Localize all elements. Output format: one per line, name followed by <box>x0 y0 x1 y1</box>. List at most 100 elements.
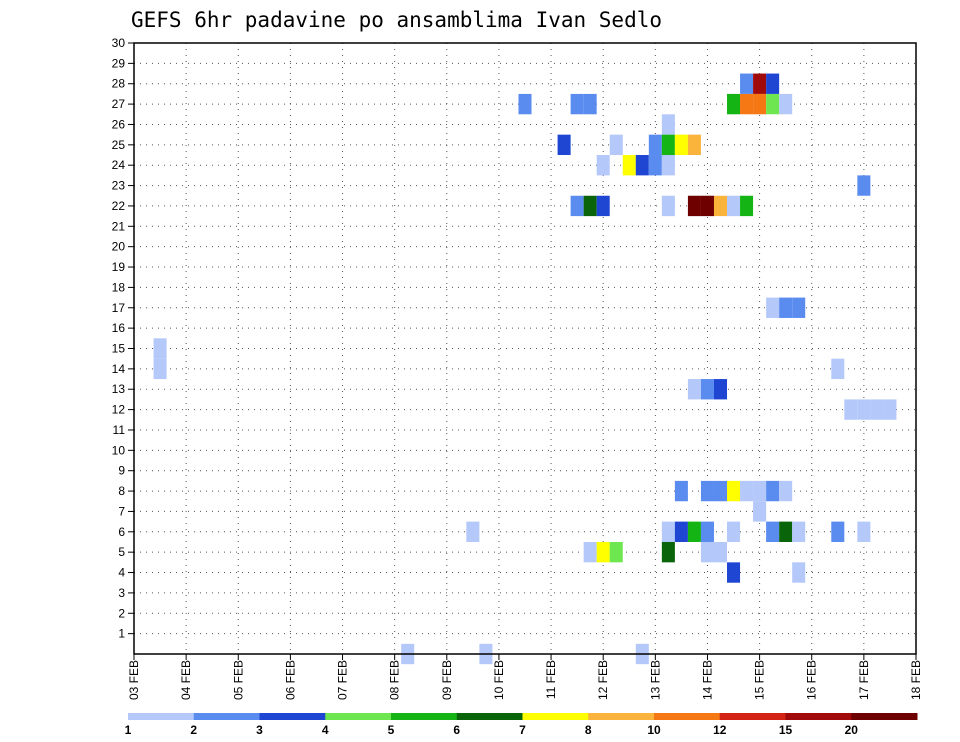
legend-label: 5 <box>388 723 395 737</box>
heatmap-cell <box>727 480 741 502</box>
heatmap-cell <box>766 480 780 502</box>
heatmap-cell <box>674 480 688 502</box>
y-tick-label: 16 <box>112 321 126 335</box>
y-axis: 1234567891011121314151617181920212223242… <box>112 36 134 641</box>
heatmap-cell <box>466 521 480 542</box>
x-tick-label: 03 FEB <box>127 660 141 700</box>
x-tick-label: 04 FEB <box>179 660 193 700</box>
y-tick-label: 26 <box>112 117 126 131</box>
heatmap-cell <box>596 155 610 176</box>
heatmap-cell <box>779 93 793 115</box>
heatmap-cell <box>753 93 767 115</box>
legend-label: 1 <box>125 723 132 737</box>
heatmap-cell <box>635 155 649 176</box>
x-tick-label: 06 FEB <box>283 660 297 700</box>
legend-color-swatch <box>193 713 260 720</box>
x-tick-label: 16 FEB <box>805 660 819 700</box>
legend-color-swatch <box>851 713 918 720</box>
y-tick-label: 7 <box>118 504 125 518</box>
legend-label: 8 <box>585 723 592 737</box>
heatmap-cell <box>661 521 675 542</box>
heatmap-cell <box>687 379 701 400</box>
heatmap-cell <box>727 521 741 542</box>
y-tick-label: 1 <box>118 627 125 641</box>
x-axis: 03 FEB 04 FEB 05 FEB 06 FEB 07 FEB 08 FEB 09 F… <box>127 654 923 700</box>
heatmap-cell <box>153 338 167 359</box>
y-tick-label: 11 <box>113 423 126 437</box>
heatmap-cell <box>700 379 714 400</box>
heatmap-cell <box>740 195 754 217</box>
legend-color-swatch <box>588 713 655 720</box>
heatmap-cell <box>583 195 597 217</box>
legend-label: 20 <box>845 723 859 737</box>
legend-color-swatch <box>654 713 721 720</box>
y-tick-label: 25 <box>112 138 126 152</box>
y-tick-label: 18 <box>112 280 126 294</box>
x-tick-label: 13 FEB <box>648 660 662 700</box>
heatmap-cell <box>674 521 688 542</box>
heatmap-cell <box>870 399 884 420</box>
y-tick-label: 8 <box>118 484 125 498</box>
heatmap-cell <box>713 541 728 563</box>
x-tick-label: 18 FEB <box>909 660 923 700</box>
y-tick-label: 10 <box>112 443 126 457</box>
y-tick-label: 3 <box>118 586 125 600</box>
heatmap-cell <box>883 399 897 420</box>
y-tick-label: 24 <box>112 158 126 172</box>
heatmap-cell <box>831 358 845 380</box>
heatmap-cell <box>648 155 662 176</box>
heatmap-cell <box>661 541 675 563</box>
heatmap-cell <box>661 155 675 176</box>
heatmap-cell <box>792 562 806 583</box>
heatmap-cell <box>779 480 793 502</box>
legend-color-swatch <box>128 713 195 720</box>
heatmap-cell <box>518 93 532 115</box>
heatmap-cell <box>583 93 597 115</box>
legend-color-swatch <box>325 713 392 720</box>
heatmap-cell <box>727 93 741 115</box>
heatmap-cell <box>687 195 701 217</box>
heatmap-cell <box>753 501 767 522</box>
legend-label: 2 <box>190 723 197 737</box>
legend-label: 4 <box>322 723 329 737</box>
y-tick-label: 19 <box>112 260 126 274</box>
x-tick-label: 05 FEB <box>231 660 245 700</box>
chart-title: GEFS 6hr padavine po ansamblima Ivan Sed… <box>131 8 662 32</box>
heatmap-cell <box>700 541 714 563</box>
legend-label: 6 <box>453 723 460 737</box>
legend-label: 10 <box>647 723 661 737</box>
heatmap-cell <box>857 399 871 420</box>
heatmap-cell <box>674 134 688 156</box>
x-tick-label: 17 FEB <box>857 660 871 700</box>
heatmap-cell <box>792 297 806 318</box>
heatmap-cell <box>557 134 571 156</box>
heatmap-cell <box>713 480 728 502</box>
heatmap-cell <box>583 541 597 563</box>
heatmap-cell <box>700 521 714 542</box>
heatmap-cell <box>740 93 754 115</box>
heatmap-cell <box>727 195 741 217</box>
heatmap-cell <box>687 134 701 156</box>
x-tick-label: 11 FEB <box>544 660 558 699</box>
heatmap-cell <box>844 399 858 420</box>
legend-color-swatch <box>719 713 786 720</box>
y-tick-label: 23 <box>112 179 126 193</box>
x-tick-label: 12 FEB <box>596 660 610 700</box>
y-tick-label: 27 <box>112 97 126 111</box>
heatmap-cell <box>753 73 767 94</box>
y-tick-label: 29 <box>112 56 126 70</box>
heatmap-cell <box>766 73 780 94</box>
y-tick-label: 12 <box>112 403 126 417</box>
y-tick-label: 9 <box>118 464 125 478</box>
heatmap-cell <box>661 114 675 135</box>
heatmap-cell <box>857 175 871 196</box>
heatmap-cell <box>857 521 871 542</box>
heatmap-cell <box>700 480 714 502</box>
heatmap-cell <box>766 93 780 115</box>
y-tick-label: 5 <box>118 545 125 559</box>
legend-color-swatch <box>259 713 326 720</box>
legend-label: 15 <box>779 723 793 737</box>
y-tick-label: 30 <box>112 36 126 50</box>
heatmap-cell <box>713 379 728 400</box>
